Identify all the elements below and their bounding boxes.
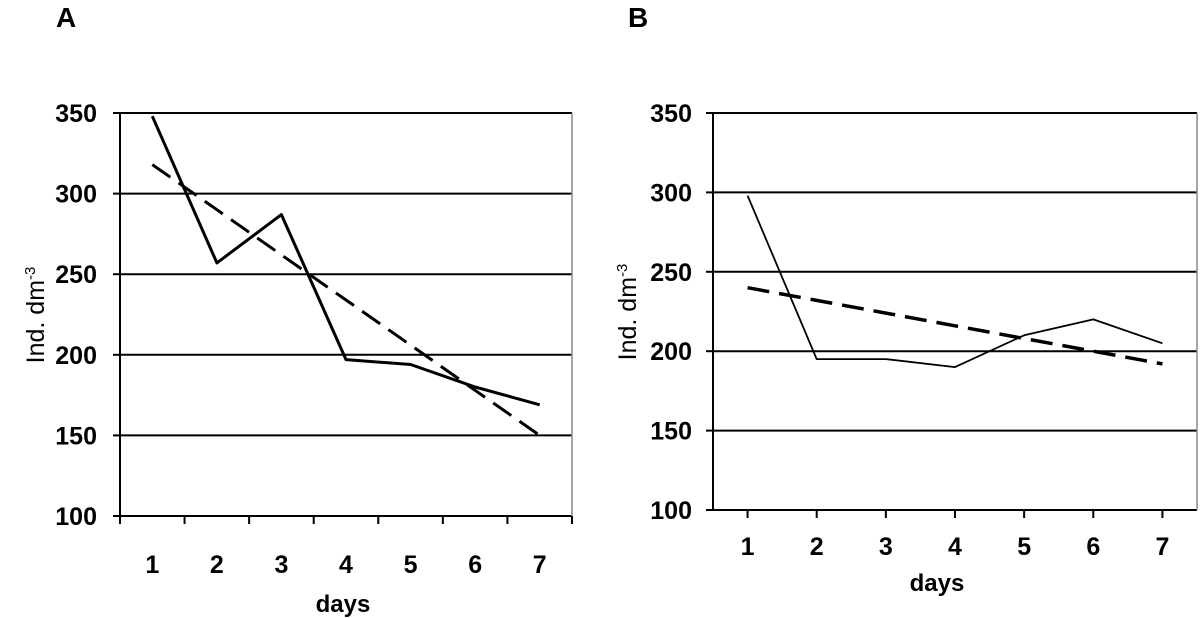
y-axis-title: Ind. dm-3 [22,267,50,364]
y-tick-label: 350 [55,100,97,128]
chart-panel-a: A 100 150 200 250 300 350 1 2 3 4 5 6 7 Ind. dm-3 days [22,2,573,618]
y-tick-label: 150 [55,422,97,450]
x-tick-label: 1 [741,533,755,561]
x-axis-title: days [910,570,965,597]
x-tick-label: 1 [145,551,159,579]
x-tick-label: 2 [810,533,824,561]
chart-panel-b: B 100 150 200 250 300 350 1 2 3 4 5 6 7 Ind. dm-3 days [614,2,1198,597]
x-tick-label: 2 [210,551,224,579]
panel-label: B [628,2,648,33]
x-tick-label: 7 [1155,533,1169,561]
y-tick-label: 250 [650,259,692,287]
x-tick-label: 3 [274,551,288,579]
x-tick-label: 4 [339,551,353,579]
x-tick-label: 6 [1086,533,1100,561]
x-tick-label: 4 [948,533,962,561]
y-tick-label: 300 [55,181,97,209]
y-tick-label: 100 [55,503,97,531]
y-tick-label: 150 [650,418,692,446]
x-tick-label: 5 [404,551,418,579]
x-tick-label: 5 [1017,533,1031,561]
y-tick-label: 200 [55,342,97,370]
panel-label: A [56,2,76,33]
y-axis-title: Ind. dm-3 [614,264,642,361]
x-tick-label: 3 [879,533,893,561]
data-line [746,195,1163,369]
x-tick-label: 7 [533,551,547,579]
data-line [150,115,541,407]
y-tick-label: 200 [650,338,692,366]
x-tick-label: 6 [468,551,482,579]
y-tick-label: 300 [650,179,692,207]
y-tick-label: 250 [55,261,97,289]
x-axis-title: days [316,591,371,618]
y-tick-label: 100 [650,497,692,525]
y-tick-label: 350 [650,100,692,128]
